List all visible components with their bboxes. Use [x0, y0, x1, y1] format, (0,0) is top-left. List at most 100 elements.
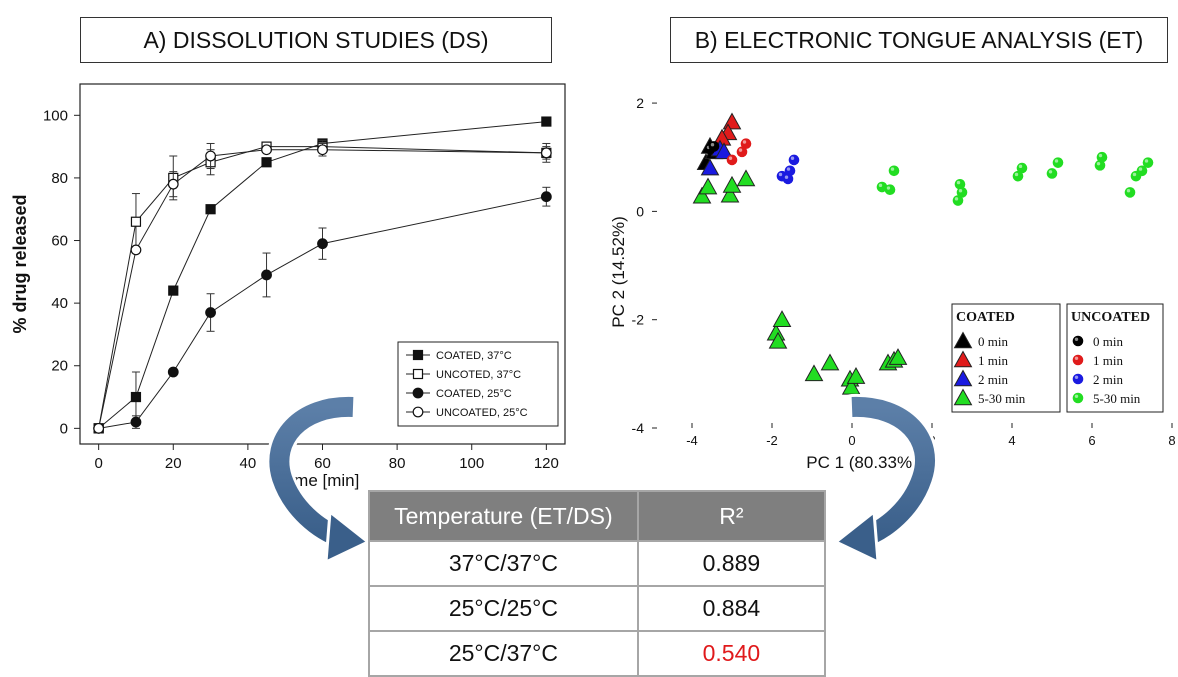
data-point [772, 310, 792, 327]
x-tick-label: 4 [1008, 433, 1015, 448]
data-point [768, 331, 788, 349]
cell-r2: 0.889 [636, 540, 827, 587]
panel-b-title: B) ELECTRONIC TONGUE ANALYSIS (ET) [670, 17, 1168, 63]
data-point-highlight [890, 167, 895, 171]
data-point-highlight [728, 156, 733, 160]
electronic-tongue-chart: -4 -2 0 2 4 6 8 -4 -2 0 2 PC 1 (80.33%) PC 2 (14.52%… [609, 95, 1176, 472]
legend-title: UNCOATED [1071, 310, 1150, 325]
data-point [1072, 354, 1084, 366]
table-header-row: Temperature (ET/DS) R² [368, 490, 827, 542]
data-point [541, 116, 552, 127]
legend-box [1066, 303, 1164, 413]
data-point [93, 422, 105, 434]
x-tick-label: 0 [848, 433, 855, 448]
data-point [692, 186, 712, 204]
data-point [700, 158, 720, 176]
legend-label: 2 min [1093, 372, 1123, 387]
data-point [726, 154, 738, 166]
y-axis-label: % drug released [10, 194, 30, 333]
data-point [888, 165, 900, 177]
data-point-highlight [1096, 161, 1101, 166]
data-point [1046, 168, 1058, 179]
x-tick-label: 2 [928, 433, 935, 448]
data-point [1096, 151, 1108, 163]
data-point [953, 369, 973, 387]
x-tick-label: 80 [389, 455, 406, 472]
data-point [412, 406, 424, 418]
x-tick-label: -2 [766, 433, 778, 448]
data-point-highlight [742, 140, 747, 144]
y-tick-label: 0 [60, 420, 68, 437]
data-point-highlight [790, 156, 795, 160]
data-point [708, 141, 720, 152]
x-tick-label: 8 [1168, 433, 1175, 448]
data-point-highlight [1018, 164, 1023, 169]
data-point [540, 147, 552, 159]
data-point-highlight [1144, 159, 1149, 163]
data-point-highlight [1098, 153, 1103, 158]
data-point [720, 185, 740, 203]
data-point [317, 238, 328, 250]
col-header-r2: R² [636, 490, 827, 542]
data-point [168, 285, 179, 296]
data-point [722, 112, 742, 130]
table-row: 25°C/37°C 0.540 [368, 630, 827, 677]
data-point [261, 144, 272, 156]
legend-label: 2 min [978, 372, 1008, 387]
legend-label: 1 min [978, 353, 1008, 368]
data-point-highlight [1074, 356, 1079, 360]
data-point [1052, 157, 1064, 168]
data-point-highlight [1126, 189, 1131, 193]
data-point [412, 368, 424, 380]
data-point [722, 175, 742, 193]
x-tick-label: -4 [686, 433, 698, 448]
dissolution-chart: 0 20 40 60 80 100 120 0 20 40 60 80 100 time [min] % d… [10, 83, 566, 490]
data-point [953, 331, 973, 349]
data-point [782, 173, 794, 185]
data-point [261, 269, 272, 281]
x-tick-label: 40 [240, 455, 257, 472]
cell-temperature: 25°C/25°C [368, 585, 639, 632]
data-point [714, 142, 734, 160]
x-tick-label: 0 [94, 455, 102, 472]
data-point [953, 350, 973, 368]
data-point [412, 349, 424, 361]
legend-uncoated: UNCOATED 0 min 1 min 2 min 5-30 min [1066, 303, 1164, 413]
cell-r2-highlighted: 0.540 [636, 630, 827, 677]
y-tick-label: 40 [51, 295, 68, 312]
legend-box [951, 303, 1061, 413]
data-point [167, 366, 179, 378]
data-point-highlight [1054, 159, 1059, 163]
x-axis-label: PC 1 (80.33%) [806, 453, 918, 472]
x-axis-label: time [min] [286, 471, 360, 490]
data-point-highlight [784, 175, 789, 179]
data-point [1072, 373, 1084, 385]
x-tick-label: 100 [459, 455, 484, 472]
data-point-highlight [956, 180, 961, 185]
legend-title: COATED [956, 310, 1015, 325]
data-point [846, 367, 866, 384]
data-point [540, 191, 552, 203]
data-point-highlight [878, 183, 883, 188]
legend-label: 1 min [1093, 353, 1123, 368]
data-point [1142, 157, 1154, 168]
data-point [953, 388, 973, 406]
x-tick-label: 60 [314, 455, 331, 472]
cell-temperature: 37°C/37°C [368, 540, 639, 587]
series-5 [726, 138, 752, 166]
data-point [698, 177, 718, 195]
cell-r2: 0.884 [636, 585, 827, 632]
data-point-highlight [1074, 375, 1079, 379]
data-point-highlight [778, 172, 783, 177]
data-point [788, 154, 800, 166]
data-point-highlight [786, 167, 791, 171]
data-point-highlight [1074, 337, 1079, 341]
data-point [205, 204, 216, 215]
data-point [1072, 392, 1084, 404]
data-point-highlight [738, 148, 743, 152]
table-row: 37°C/37°C 0.889 [368, 540, 827, 587]
y-tick-label: 0 [636, 203, 644, 219]
series-3 [692, 169, 908, 395]
series-4 [704, 141, 720, 155]
data-point [317, 144, 328, 156]
